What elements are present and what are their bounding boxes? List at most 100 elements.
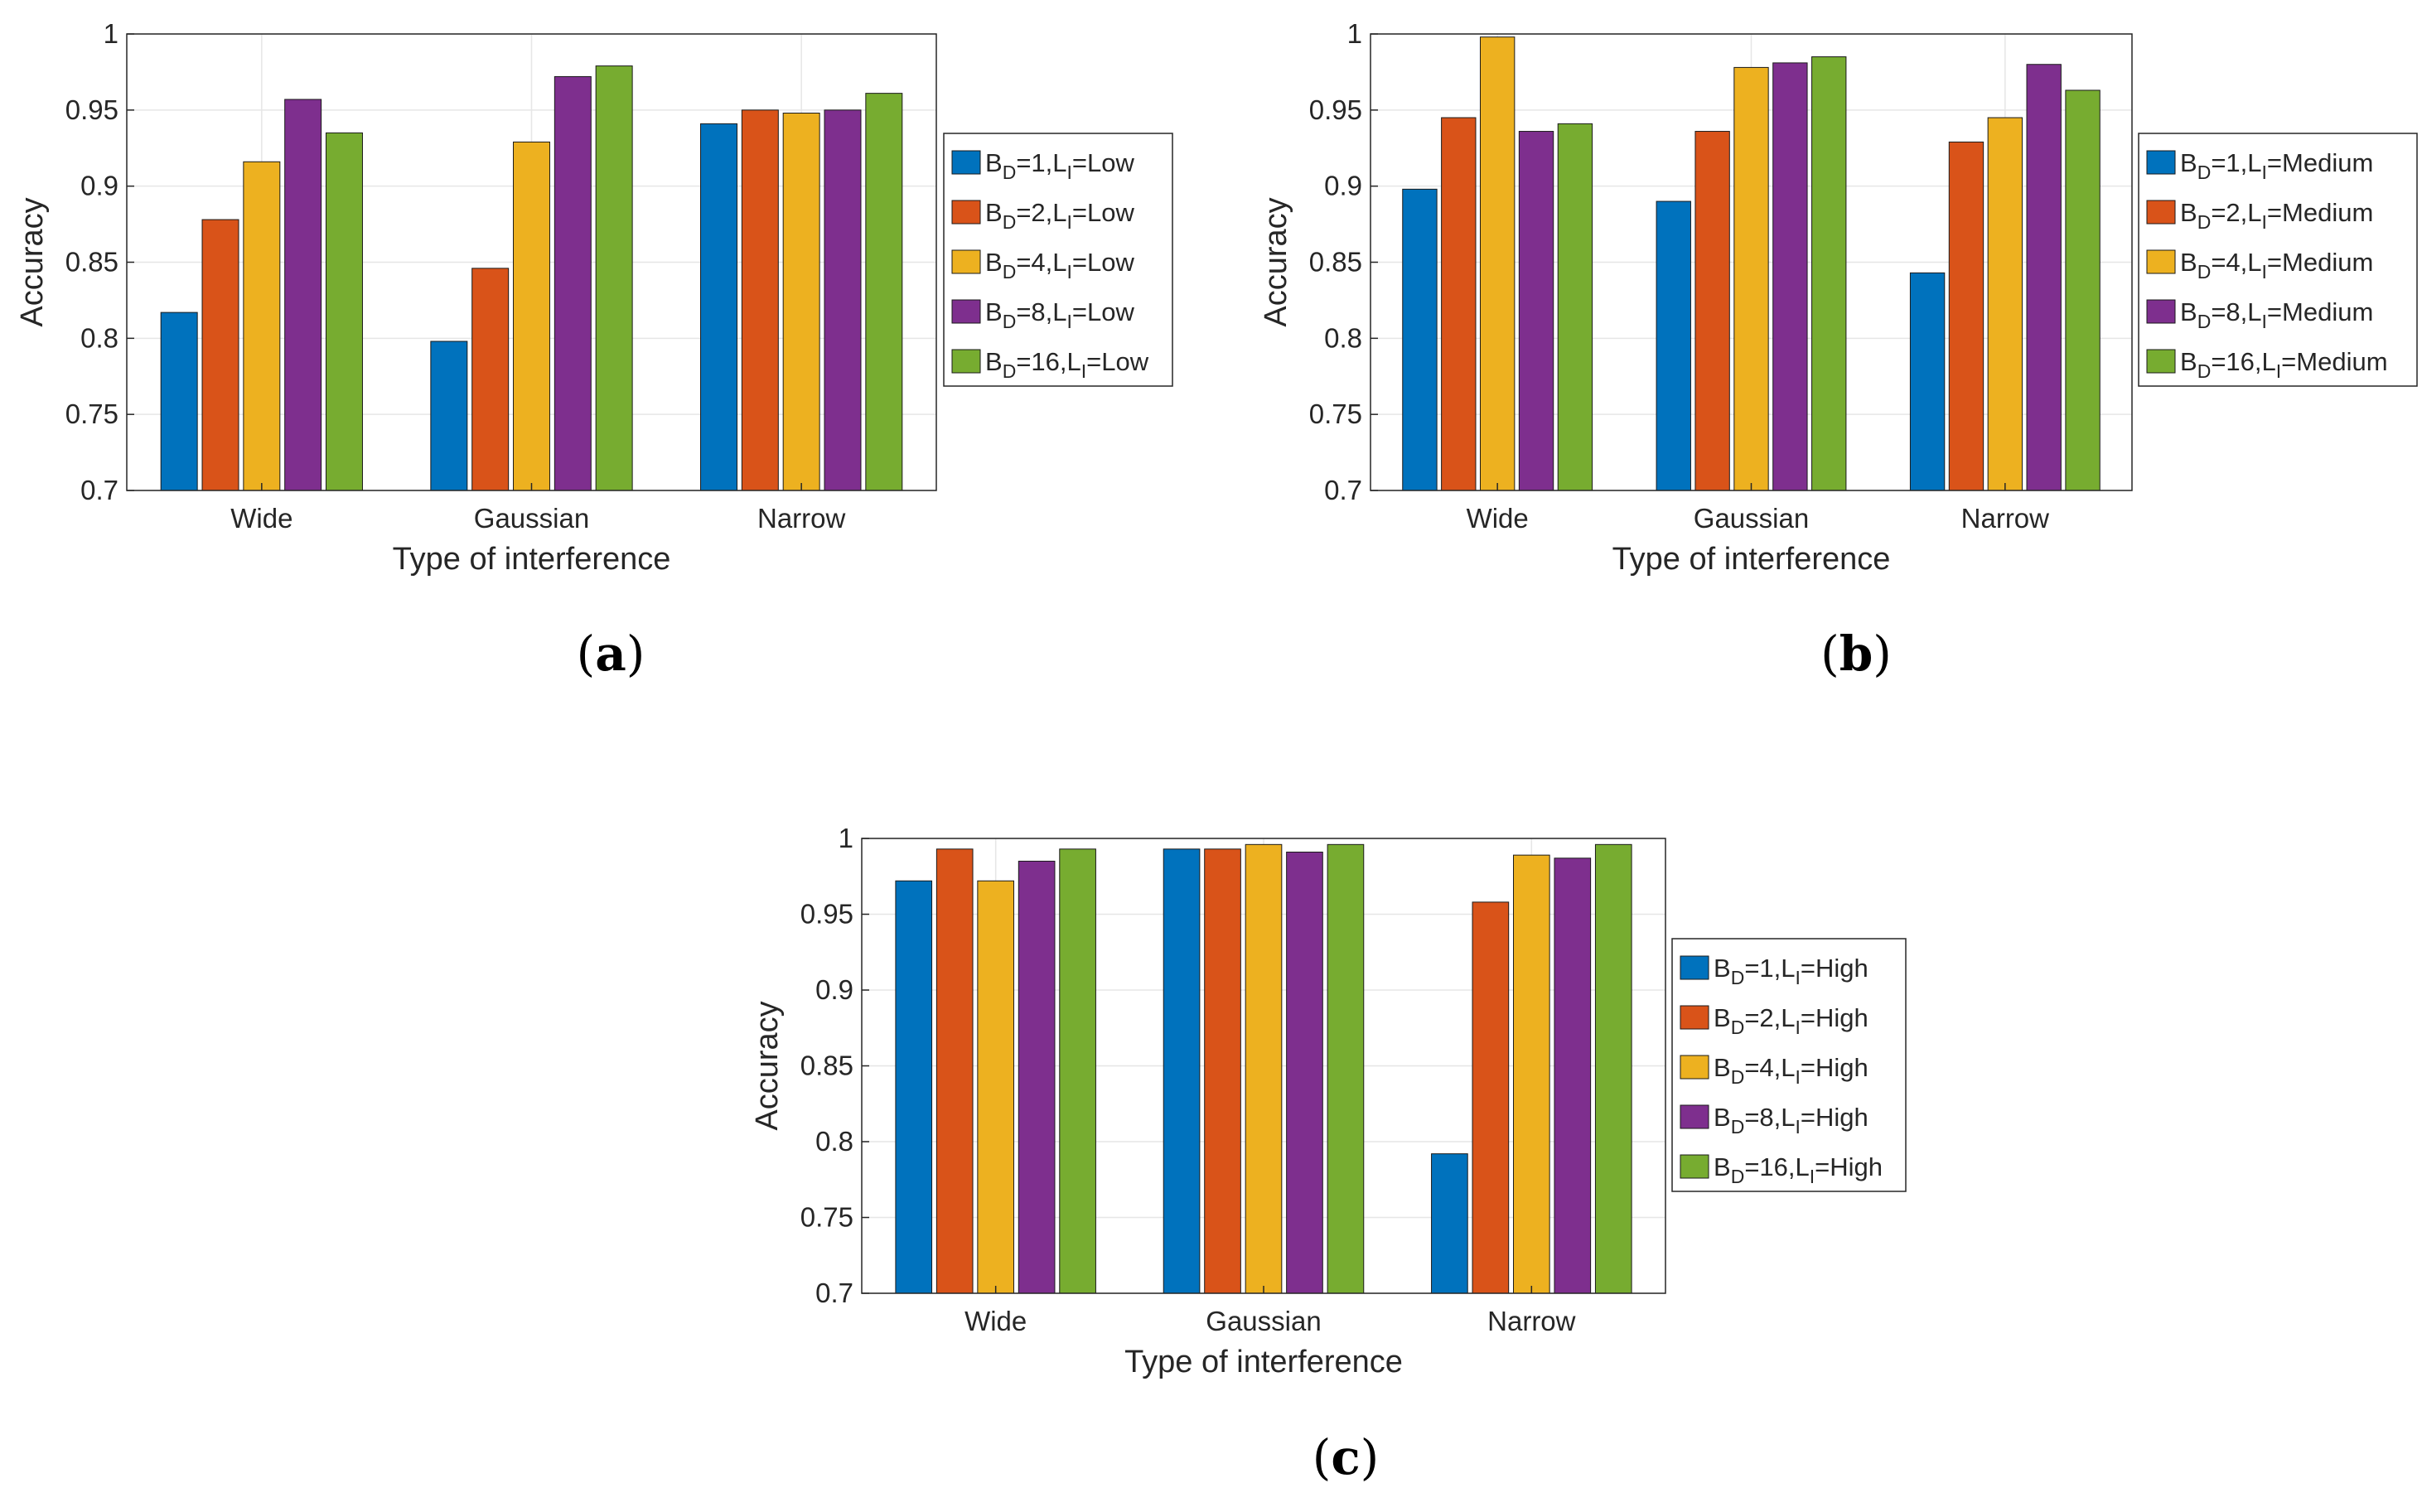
bar	[284, 99, 322, 491]
legend-sub-i: I	[2262, 311, 2267, 332]
legend-entry-label: BD=8,LI=Low	[985, 297, 1134, 332]
bar	[1441, 117, 1477, 491]
legend-sub-i: I	[1810, 1166, 1815, 1187]
legend-text-tail: =Medium	[2267, 148, 2373, 177]
bar	[1472, 901, 1510, 1294]
x-axis-title: Type of interference	[1612, 542, 1891, 577]
bar	[1656, 200, 1691, 491]
bar	[1557, 123, 1593, 491]
legend-text-tail: =High	[1801, 1103, 1868, 1132]
bar	[1245, 843, 1283, 1294]
legend-text-b: B	[1714, 1103, 1731, 1132]
legend-entry-label: BD=2,LI=High	[1714, 1003, 1868, 1038]
legend-swatch	[1680, 1104, 1709, 1129]
bar	[935, 848, 974, 1294]
panel-label-open: (	[1313, 1429, 1332, 1485]
y-axis-title: Accuracy	[750, 1001, 785, 1130]
legend-sub-d: D	[1003, 360, 1017, 382]
legend-text-main: =2,L	[1744, 1003, 1795, 1032]
bar	[700, 123, 737, 491]
legend-text-main: =1,L	[2211, 148, 2261, 177]
legend-text-tail: =High	[1801, 954, 1868, 983]
legend: BD=1,LI=MediumBD=2,LI=MediumBD=4,LI=Medi…	[2138, 133, 2418, 387]
legend-text-main: =4,L	[2211, 248, 2261, 277]
legend-swatch	[2146, 200, 2176, 225]
legend-entry-label: BD=4,LI=High	[1714, 1053, 1868, 1088]
y-tick-label: 1	[839, 823, 853, 853]
legend: BD=1,LI=LowBD=2,LI=LowBD=4,LI=LowBD=8,LI…	[943, 133, 1173, 387]
y-tick-label: 1	[1347, 18, 1362, 49]
bar	[1018, 860, 1056, 1294]
legend-text-main: =4,L	[1744, 1053, 1795, 1082]
bar	[865, 93, 903, 491]
y-tick-label: 0.9	[80, 171, 118, 201]
bar	[243, 161, 281, 491]
x-tick-label: Gaussian	[1694, 503, 1809, 534]
axes-box	[126, 33, 937, 491]
legend-entry-label: BD=1,LI=High	[1714, 954, 1868, 988]
panel-label-letter: a	[595, 626, 626, 682]
axes-box	[861, 838, 1666, 1294]
y-tick-label: 0.8	[80, 322, 118, 353]
bar	[977, 880, 1014, 1294]
legend-sub-d: D	[2197, 211, 2212, 233]
y-tick-label: 0.9	[815, 974, 853, 1005]
legend-sub-d: D	[1731, 1017, 1745, 1038]
bar	[1811, 56, 1847, 491]
legend-swatch	[2146, 150, 2176, 175]
legend-sub-d: D	[2197, 261, 2212, 283]
legend-text-b: B	[985, 297, 1003, 326]
legend-swatch	[2146, 299, 2176, 324]
legend-sub-d: D	[1003, 162, 1017, 183]
bar	[782, 113, 820, 491]
legend-sub-d: D	[1731, 1066, 1745, 1088]
legend-swatch	[951, 349, 981, 374]
bar	[160, 312, 198, 491]
legend-entry-label: BD=16,LI=Low	[985, 347, 1149, 382]
x-tick-label: Narrow	[1487, 1306, 1576, 1336]
x-tick-label: Wide	[230, 503, 292, 534]
legend-text-main: =1,L	[1016, 148, 1066, 177]
y-tick-label: 0.85	[800, 1051, 853, 1081]
panel-label-close: )	[626, 626, 645, 682]
legend-text-b: B	[2180, 148, 2197, 177]
panel-label-close: )	[1873, 626, 1892, 682]
bar	[1987, 117, 2023, 491]
legend-sub-i: I	[1796, 1066, 1801, 1088]
legend-sub-i: I	[2276, 360, 2281, 382]
panel-label-letter: c	[1331, 1429, 1360, 1485]
x-tick-label: Wide	[1467, 503, 1529, 534]
legend-sub-i: I	[2262, 211, 2267, 233]
legend-sub-d: D	[2197, 360, 2212, 382]
bar	[1327, 843, 1365, 1294]
bar	[595, 65, 633, 491]
legend-text-tail: =Low	[1072, 297, 1135, 326]
panel-label-open: (	[1820, 626, 1839, 682]
chart-panel-b: 0.7 0.75 0.8 0.85 0.9 0.95 1 Wide Gaussian Narrow…	[1259, 18, 2418, 682]
bar	[1733, 66, 1769, 491]
legend-entry-label: BD=4,LI=Medium	[2180, 248, 2373, 283]
bar	[1909, 272, 1946, 491]
legend-text-b: B	[1714, 1003, 1731, 1032]
legend-text-main: =8,L	[2211, 297, 2261, 326]
legend-text-tail: =Medium	[2281, 347, 2387, 376]
legend-text-main: =4,L	[1016, 248, 1066, 277]
legend-sub-i: I	[2262, 261, 2267, 283]
legend-swatch	[951, 150, 981, 175]
legend-sub-d: D	[2197, 162, 2212, 183]
legend-sub-i: I	[2262, 162, 2267, 183]
legend-text-b: B	[1714, 954, 1731, 983]
legend-sub-i: I	[1081, 360, 1086, 382]
x-tick-label: Narrow	[757, 503, 846, 534]
bar	[1948, 141, 1984, 491]
legend-text-tail: =Medium	[2267, 198, 2373, 227]
legend-text-b: B	[1714, 1053, 1731, 1082]
y-tick-label: 0.7	[80, 475, 118, 505]
legend-box	[1671, 938, 1907, 1192]
legend-text-b: B	[985, 148, 1003, 177]
legend-sub-d: D	[1003, 261, 1017, 283]
legend: BD=1,LI=HighBD=2,LI=HighBD=4,LI=HighBD=8…	[1671, 938, 1907, 1192]
bar	[326, 132, 363, 491]
legend-text-b: B	[985, 347, 1003, 376]
